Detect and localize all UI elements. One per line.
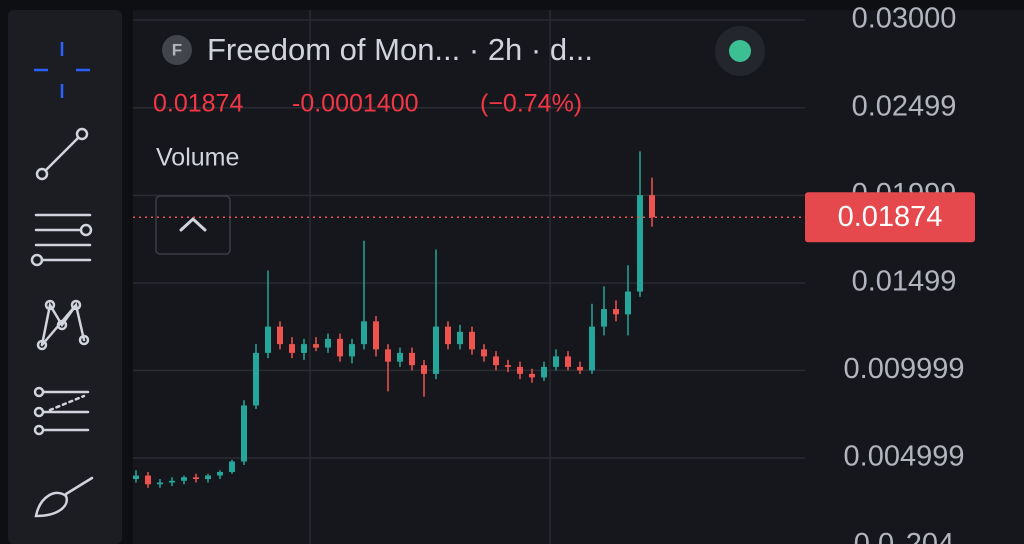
last-price: 0.01874 <box>153 90 243 118</box>
parallel-lines-tool[interactable] <box>30 213 93 267</box>
candle-body <box>241 405 247 462</box>
candle-body <box>421 365 427 374</box>
candle-body <box>301 344 307 353</box>
candle-body <box>445 326 451 345</box>
volume-legend: Volume <box>156 144 239 172</box>
candle-body <box>145 475 151 485</box>
candle-body <box>601 309 607 327</box>
price-axis-label: 0.0₅204 <box>854 528 954 544</box>
candle-body <box>205 475 211 480</box>
fib-tool[interactable] <box>33 386 90 436</box>
candle-body <box>565 356 571 367</box>
candle-body <box>337 338 343 357</box>
status-dot <box>729 40 751 62</box>
candle-body <box>157 482 163 485</box>
brush-tool[interactable] <box>34 476 94 518</box>
candle-body <box>253 352 259 406</box>
candle-body <box>133 475 139 480</box>
price-change-pct: (−0.74%) <box>480 90 582 118</box>
crosshair-tool[interactable] <box>34 42 90 98</box>
price-axis-label: 0.02499 <box>852 90 957 122</box>
candle-body <box>433 326 439 374</box>
symbol-title[interactable]: Freedom of Mon... · 2h · d... <box>207 32 593 67</box>
candle-body <box>481 349 487 357</box>
candle-body <box>529 373 535 378</box>
symbol-initial: F <box>172 40 182 59</box>
toolbar <box>8 10 122 544</box>
candle-body <box>577 366 583 371</box>
candle-body <box>517 366 523 374</box>
candle-body <box>373 321 379 350</box>
candle-body <box>505 365 511 367</box>
candle-body <box>289 344 295 353</box>
pattern-tool[interactable] <box>36 299 90 351</box>
candle-body <box>541 366 547 378</box>
candle-body <box>637 195 643 292</box>
candle-body <box>217 472 223 476</box>
candle-body <box>325 338 331 348</box>
candle-body <box>469 331 475 350</box>
candle-body <box>613 309 619 315</box>
symbol-icon <box>162 35 192 65</box>
current-price-label: 0.01874 <box>838 201 943 233</box>
price-axis-label: 0.004999 <box>844 441 965 473</box>
candle-body <box>385 349 391 362</box>
price-axis-label: 0.009999 <box>844 353 965 385</box>
price-change: -0.0001400 <box>292 90 419 118</box>
candle-body <box>493 356 499 366</box>
candle-body <box>229 461 235 473</box>
collapse-button[interactable] <box>155 195 231 255</box>
candle-body <box>553 356 559 367</box>
candle-body <box>313 344 319 348</box>
candle-body <box>277 326 283 345</box>
price-axis-label: 0.01499 <box>852 266 957 298</box>
candle-body <box>625 291 631 315</box>
candle-body <box>193 477 199 480</box>
candle-body <box>397 352 403 362</box>
trend-line-tool[interactable] <box>35 127 89 181</box>
candle-body <box>457 331 463 345</box>
chart <box>133 10 805 544</box>
candle-body <box>181 477 187 481</box>
candle-body <box>265 326 271 353</box>
candle-body <box>589 326 595 371</box>
current-price-tag <box>805 192 975 243</box>
candle-body <box>649 195 655 218</box>
candle-body <box>349 344 355 357</box>
candle-body <box>169 480 175 483</box>
price-axis-label: 0.03000 <box>852 3 957 35</box>
candle-body <box>409 352 415 366</box>
chart-panel <box>133 10 1024 544</box>
candle-body <box>361 321 367 345</box>
